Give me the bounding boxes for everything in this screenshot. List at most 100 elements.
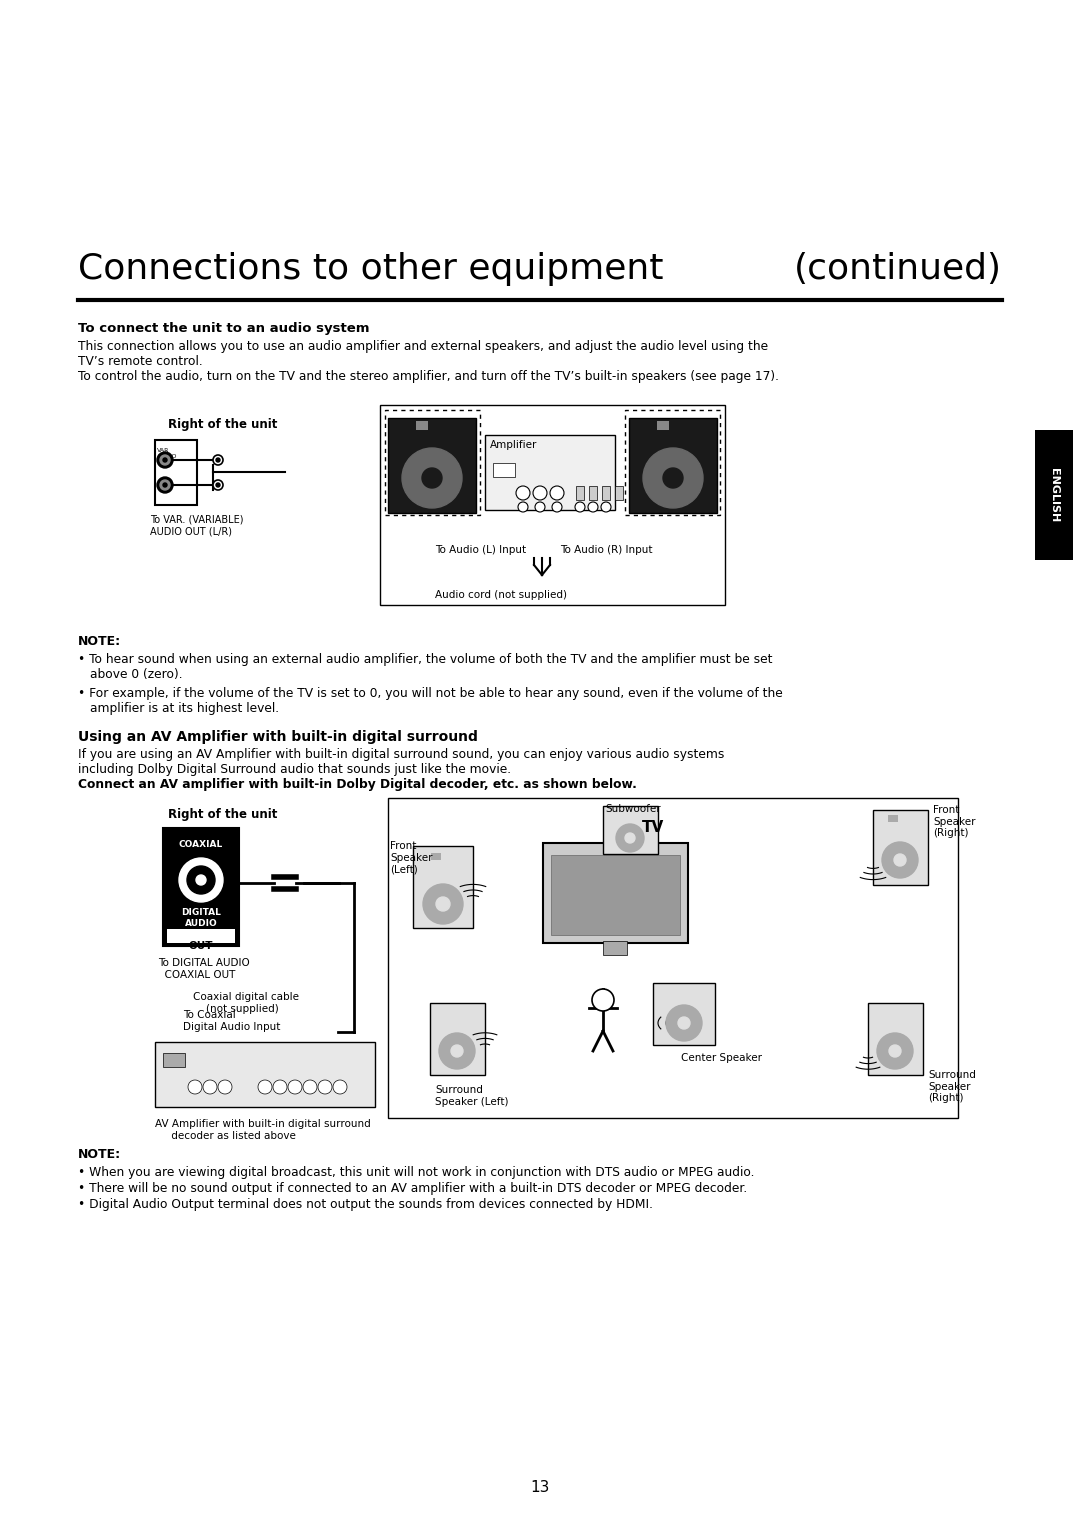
Bar — [388, 418, 476, 513]
Bar — [888, 815, 897, 822]
Text: TV’s remote control.: TV’s remote control. — [78, 354, 203, 368]
Circle shape — [216, 458, 220, 463]
Circle shape — [218, 1080, 232, 1093]
Bar — [576, 486, 584, 499]
Bar — [625, 411, 720, 515]
Bar — [413, 846, 473, 928]
Circle shape — [187, 866, 215, 893]
Text: (continued): (continued) — [794, 252, 1002, 286]
Text: Audio cord (not supplied): Audio cord (not supplied) — [435, 589, 567, 600]
Text: To Audio (R) Input: To Audio (R) Input — [561, 545, 652, 554]
Text: DIGITAL
AUDIO: DIGITAL AUDIO — [181, 909, 221, 928]
Bar — [156, 1041, 375, 1107]
Circle shape — [188, 1080, 202, 1093]
Circle shape — [157, 476, 173, 493]
Text: above 0 (zero).: above 0 (zero). — [90, 667, 183, 681]
Circle shape — [877, 1032, 913, 1069]
Circle shape — [588, 502, 598, 512]
Text: Amplifier: Amplifier — [490, 440, 538, 450]
Bar — [615, 486, 623, 499]
Text: COAXIAL: COAXIAL — [179, 840, 224, 849]
Circle shape — [678, 1017, 690, 1029]
Circle shape — [288, 1080, 302, 1093]
Circle shape — [160, 479, 170, 490]
Text: amplifier is at its highest level.: amplifier is at its highest level. — [90, 702, 279, 715]
Circle shape — [213, 455, 222, 466]
Text: This connection allows you to use an audio amplifier and external speakers, and : This connection allows you to use an aud… — [78, 341, 768, 353]
Circle shape — [663, 467, 683, 489]
Text: To Audio (L) Input: To Audio (L) Input — [435, 545, 526, 554]
Bar — [868, 1003, 923, 1075]
Circle shape — [436, 896, 450, 912]
Circle shape — [163, 458, 167, 463]
Circle shape — [423, 884, 463, 924]
Bar — [653, 983, 715, 1044]
Circle shape — [516, 486, 530, 499]
Text: To DIGITAL AUDIO
  COAXIAL OUT: To DIGITAL AUDIO COAXIAL OUT — [158, 957, 249, 980]
Circle shape — [894, 854, 906, 866]
Circle shape — [160, 455, 170, 466]
Text: • When you are viewing digital broadcast, this unit will not work in conjunction: • When you are viewing digital broadcast… — [78, 1167, 755, 1179]
Bar — [551, 855, 680, 935]
Text: Surround
Speaker (Left): Surround Speaker (Left) — [435, 1086, 509, 1107]
Bar — [380, 405, 725, 605]
Bar — [416, 421, 428, 431]
Bar — [1035, 431, 1074, 560]
Text: • Digital Audio Output terminal does not output the sounds from devices connecte: • Digital Audio Output terminal does not… — [78, 1199, 653, 1211]
Text: Subwoofer: Subwoofer — [605, 805, 661, 814]
Circle shape — [889, 1044, 901, 1057]
Text: Coaxial digital cable
    (not supplied): Coaxial digital cable (not supplied) — [193, 993, 299, 1014]
Bar — [629, 418, 717, 513]
Circle shape — [600, 502, 611, 512]
Bar — [163, 828, 239, 947]
Bar — [492, 463, 515, 476]
Circle shape — [550, 486, 564, 499]
Text: VAR
AUDIO: VAR AUDIO — [157, 447, 177, 458]
Bar — [431, 854, 441, 860]
Text: To Coaxial
Digital Audio Input: To Coaxial Digital Audio Input — [183, 1009, 281, 1032]
Circle shape — [882, 841, 918, 878]
Text: including Dolby Digital Surround audio that sounds just like the movie.: including Dolby Digital Surround audio t… — [78, 764, 511, 776]
Text: To connect the unit to an audio system: To connect the unit to an audio system — [78, 322, 369, 334]
Bar — [543, 843, 688, 944]
Circle shape — [575, 502, 585, 512]
Text: AV Amplifier with built-in digital surround
     decoder as listed above: AV Amplifier with built-in digital surro… — [156, 1119, 370, 1141]
Text: ENGLISH: ENGLISH — [1049, 467, 1059, 522]
Circle shape — [422, 467, 442, 489]
Text: Connections to other equipment: Connections to other equipment — [78, 252, 663, 286]
Text: Right of the unit: Right of the unit — [168, 808, 278, 822]
Bar — [603, 941, 627, 954]
Circle shape — [333, 1080, 347, 1093]
Text: Right of the unit: Right of the unit — [168, 418, 278, 431]
Circle shape — [666, 1005, 702, 1041]
Bar — [156, 440, 197, 505]
Text: • For example, if the volume of the TV is set to 0, you will not be able to hear: • For example, if the volume of the TV i… — [78, 687, 783, 699]
Circle shape — [203, 1080, 217, 1093]
Text: • To hear sound when using an external audio amplifier, the volume of both the T: • To hear sound when using an external a… — [78, 654, 772, 666]
Circle shape — [518, 502, 528, 512]
Bar — [589, 486, 597, 499]
Bar — [388, 799, 958, 1118]
Bar — [167, 928, 235, 944]
Circle shape — [438, 1032, 475, 1069]
Text: If you are using an AV Amplifier with built-in digital surround sound, you can e: If you are using an AV Amplifier with bu… — [78, 748, 725, 760]
Bar — [657, 421, 669, 431]
Text: OUT: OUT — [189, 941, 213, 951]
Text: Front
Speaker
(Left): Front Speaker (Left) — [390, 841, 432, 873]
Circle shape — [273, 1080, 287, 1093]
Circle shape — [179, 858, 222, 902]
Bar — [603, 806, 658, 854]
Text: NOTE:: NOTE: — [78, 1148, 121, 1161]
Circle shape — [213, 479, 222, 490]
Text: Center Speaker: Center Speaker — [681, 1054, 762, 1063]
Text: To VAR. (VARIABLE)
AUDIO OUT (L/R): To VAR. (VARIABLE) AUDIO OUT (L/R) — [150, 515, 243, 536]
Circle shape — [195, 875, 206, 886]
Circle shape — [318, 1080, 332, 1093]
Text: Front
Speaker
(Right): Front Speaker (Right) — [933, 805, 975, 838]
Circle shape — [163, 483, 167, 487]
Circle shape — [303, 1080, 318, 1093]
Circle shape — [451, 1044, 463, 1057]
Circle shape — [258, 1080, 272, 1093]
Circle shape — [535, 502, 545, 512]
Circle shape — [534, 486, 546, 499]
